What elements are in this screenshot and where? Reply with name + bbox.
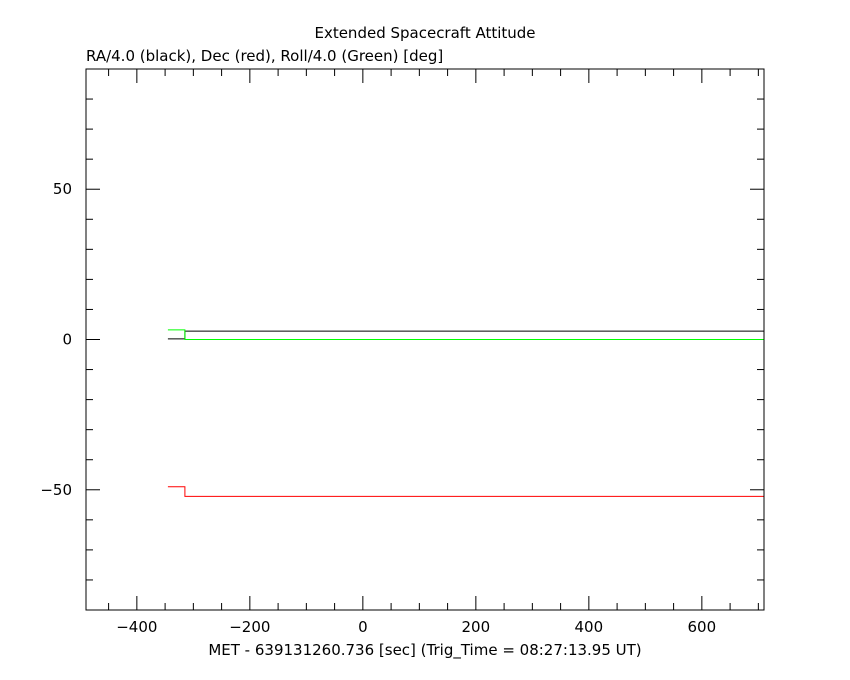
x-tick-label: −200 (229, 618, 270, 636)
series-lines (167, 329, 764, 497)
chart-subtitle: RA/4.0 (black), Dec (red), Roll/4.0 (Gre… (86, 47, 443, 65)
y-tick-label: 0 (62, 331, 72, 349)
x-tick-label: 200 (462, 618, 491, 636)
series-line-ra (167, 330, 764, 340)
series-line-roll (167, 329, 764, 340)
tick-labels: −400 −200 0 200 400 600 −50 0 50 (40, 180, 716, 636)
y-tick-label: −50 (40, 481, 72, 499)
x-axis-label: MET - 639131260.736 [sec] (Trig_Time = 0… (208, 641, 641, 660)
plot-frame (85, 68, 765, 611)
y-tick-label: 50 (53, 180, 72, 198)
axis-ticks (86, 68, 764, 611)
x-tick-label: 600 (688, 618, 717, 636)
chart-title: Extended Spacecraft Attitude (314, 24, 535, 42)
x-tick-label: 400 (575, 618, 604, 636)
series-line-dec (167, 486, 764, 497)
x-tick-label: 0 (358, 618, 368, 636)
x-tick-label: −400 (116, 618, 157, 636)
